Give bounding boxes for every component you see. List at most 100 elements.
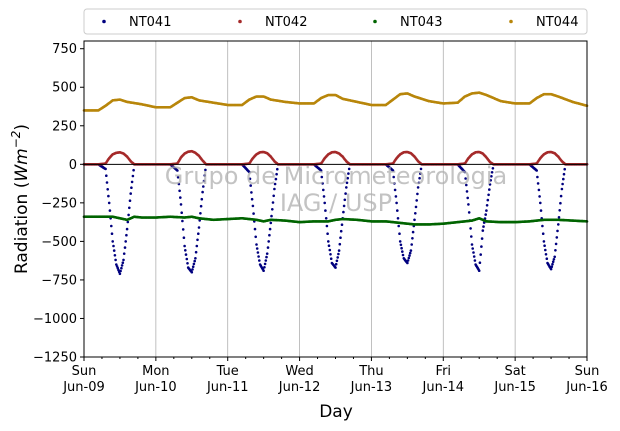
point-NT041 [176,169,179,172]
point-NT041 [110,232,114,235]
point-NT041 [272,194,276,198]
point-NT041 [551,260,555,264]
x-tick-date: Jun-15 [493,380,536,395]
point-NT041 [178,189,181,193]
point-NT041 [268,233,271,237]
point-NT041 [180,211,183,214]
point-NT041 [467,211,471,214]
x-tick-date: Jun-16 [565,380,608,395]
y-axis-ticks: −1250 −1000 −750 −500 −250 0 250 500 750 [33,42,84,366]
watermark: Grupo de Micrometeorologia IAG / USP [165,162,507,217]
point-NT041 [120,264,124,267]
point-NT041 [470,235,473,238]
point-NT041 [411,237,414,240]
y-tick-label: 500 [52,81,77,96]
point-NT041 [324,217,328,220]
y-tick-label: 750 [52,42,77,57]
point-NT041 [320,175,324,179]
point-NT041 [270,214,273,218]
y-tick-label: −500 [41,235,77,250]
point-NT041 [397,224,401,228]
point-NT041 [559,194,563,198]
point-NT041 [395,201,398,205]
point-NT041 [105,181,109,184]
point-NT041 [195,244,199,248]
point-NT041 [179,203,183,206]
point-NT041 [470,243,474,246]
point-NT041 [193,259,196,263]
point-NT041 [478,261,482,265]
point-NT041 [199,212,202,215]
x-tick-day: Tue [216,364,239,379]
point-NT041 [394,195,398,198]
point-NT041 [264,259,268,262]
point-NT041 [249,184,252,187]
point-NT041 [417,181,421,185]
point-NT041 [120,266,123,270]
x-tick-date: Jun-13 [350,380,393,395]
point-NT041 [322,195,326,198]
point-NT041 [262,269,265,273]
legend: NT041 NT042 NT043 NT044 [83,8,588,35]
point-NT041 [554,242,558,246]
point-NT041 [479,253,483,256]
point-NT041 [194,257,197,260]
point-NT041 [105,174,108,177]
point-NT041 [484,213,488,216]
legend-marker-NT042 [238,19,242,24]
point-NT041 [419,167,423,171]
point-NT041 [112,249,116,252]
point-NT041 [181,219,184,223]
point-NT041 [124,240,127,243]
point-NT041 [326,232,329,235]
point-NT041 [339,236,342,239]
point-NT041 [408,254,411,257]
point-NT041 [544,253,548,256]
point-NT041 [541,232,545,235]
point-NT041 [485,204,489,207]
point-NT041 [551,262,554,266]
point-NT041 [488,188,491,191]
point-NT041 [539,201,542,205]
point-NT041 [414,205,418,209]
point-NT041 [179,196,182,199]
y-tick-label: −1250 [33,351,77,366]
point-NT041 [396,209,399,212]
point-NT041 [273,187,276,191]
x-tick-day: Wed [285,364,313,379]
point-NT041 [177,182,181,186]
point-NT041 [114,258,117,262]
point-NT041 [411,230,415,234]
x-tick-date: Jun-12 [278,380,321,395]
point-NT041 [410,243,414,246]
point-NT041 [186,262,189,265]
point-NT041 [465,190,469,193]
point-NT041 [123,246,127,249]
point-NT041 [418,176,421,180]
point-NT041 [545,257,549,261]
x-tick-day: Mon [142,364,169,379]
y-tick-label: −750 [41,273,77,288]
y-axis-label-unit: Wm [12,148,32,181]
point-NT041 [401,250,404,253]
point-NT041 [118,272,122,276]
point-NT041 [464,177,467,180]
point-NT041 [346,176,350,180]
point-NT041 [263,262,267,266]
point-NT041 [469,227,472,230]
point-NT041 [391,169,395,172]
point-NT041 [471,247,475,250]
point-NT041 [536,182,540,185]
point-NT041 [482,225,485,228]
point-NT041 [182,236,186,239]
point-NT041 [347,172,350,175]
point-NT041 [327,240,330,243]
point-NT041 [416,192,419,196]
point-NT041 [345,181,349,185]
point-NT041 [336,256,340,259]
point-NT041 [252,212,255,215]
point-NT041 [253,227,257,231]
point-NT041 [184,249,187,252]
point-NT041 [472,251,475,254]
point-NT041 [324,209,327,212]
